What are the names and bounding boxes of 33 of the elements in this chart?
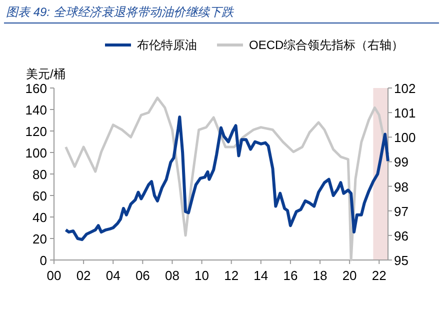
x-tick-label: 18: [312, 268, 328, 283]
y-tick-label: 40: [32, 210, 47, 225]
x-tick-label: 02: [76, 268, 91, 283]
chart-title: 图表 49: 全球经济衰退将带动油价继续下跌: [6, 5, 234, 19]
y2-tick-label: 102: [394, 81, 416, 96]
y-tick-label: 120: [25, 124, 47, 139]
y-tick-label: 60: [32, 188, 47, 204]
y2-tick-label: 100: [394, 130, 416, 146]
y-tick-label: 0: [40, 253, 47, 268]
y-axis-title: 美元/桶: [26, 67, 66, 81]
y-tick-label: 140: [25, 102, 47, 118]
y2-tick-label: 95: [394, 253, 408, 268]
y-tick-label: 160: [25, 81, 47, 96]
legend-label: 布伦特原油: [137, 38, 197, 52]
y2-tick-label: 97: [394, 204, 408, 219]
y2-tick-label: 101: [394, 106, 416, 121]
x-tick-label: 04: [106, 268, 120, 283]
x-tick-label: 06: [135, 268, 150, 283]
y-tick-label: 80: [32, 167, 47, 182]
x-tick-label: 16: [283, 268, 298, 283]
x-tick-label: 12: [224, 268, 239, 283]
x-tick-label: 22: [372, 268, 386, 283]
y-tick-label: 20: [32, 232, 47, 246]
y2-tick-label: 99: [394, 154, 408, 170]
y2-tick-label: 98: [394, 179, 408, 194]
y-tick-label: 100: [25, 146, 47, 160]
x-tick-label: 08: [164, 268, 180, 283]
x-tick-label: 00: [46, 268, 62, 283]
x-tick-label: 20: [342, 268, 357, 283]
legend-label: OECD综合领先指标（右轴）: [249, 38, 404, 52]
y2-tick-label: 96: [394, 228, 408, 244]
x-tick-label: 10: [194, 268, 210, 283]
x-tick-label: 14: [254, 268, 268, 283]
